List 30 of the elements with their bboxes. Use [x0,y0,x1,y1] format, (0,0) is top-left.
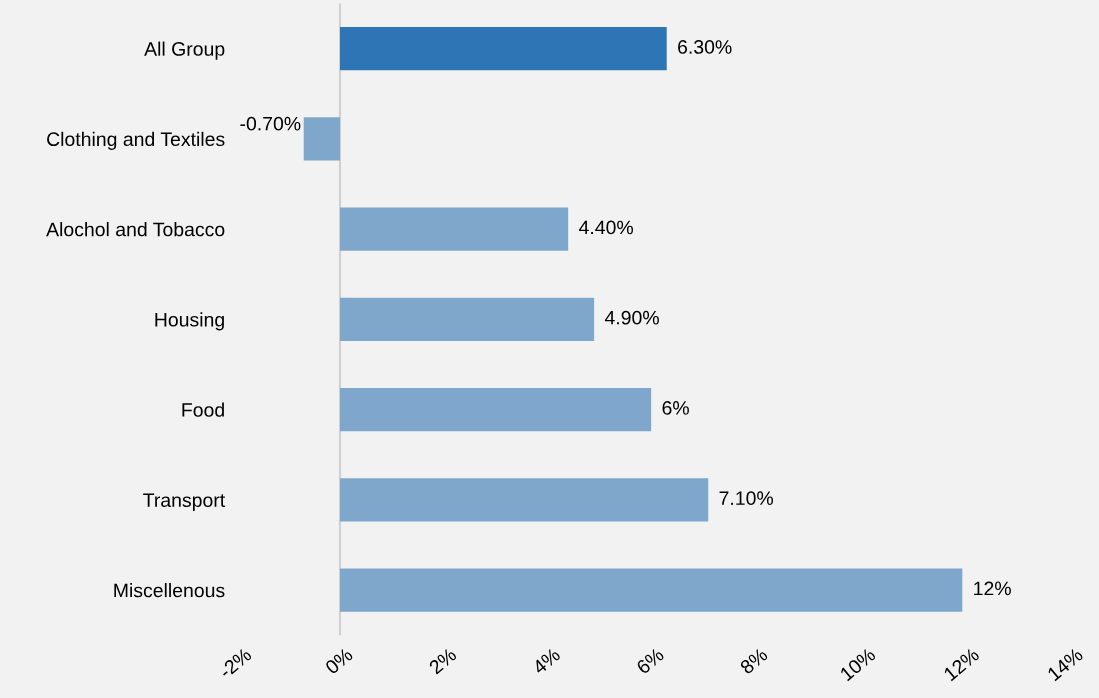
bar [340,478,709,522]
x-tick-label: 12% [943,647,980,682]
x-tick-label: 0% [324,647,354,675]
x-tick-label: 2% [428,647,458,675]
data-label: 7.10% [719,491,774,506]
x-tick-label: 8% [739,647,769,675]
x-tick-label: 14% [1046,647,1084,682]
y-tick-label: Miscellenous [114,583,225,598]
bar [340,297,595,341]
y-tick-label: Transport [143,493,226,511]
bar [303,117,340,161]
y-tick-label: Food [182,402,224,417]
bar [340,26,667,71]
data-label: 4.90% [604,310,659,325]
y-tick-label: Housing [155,312,224,331]
data-label: -0.70% [240,116,301,131]
bar [340,568,963,612]
x-tick-label: 4% [531,647,561,675]
y-tick-label: Clothing and Textiles [47,131,225,150]
x-tick-label: -2% [218,647,253,679]
y-tick-label: Alochol and Tobacco [46,222,225,237]
data-label: 4.40% [579,220,633,235]
x-tick-label: 10% [839,647,877,682]
data-label: 6% [662,401,689,415]
data-label: 12% [974,581,1011,596]
bar [340,207,569,251]
bar [340,387,652,432]
y-tick-label: All Group [144,41,225,60]
x-tick-label: 6% [635,647,665,675]
data-label: 6.30% [678,40,732,54]
